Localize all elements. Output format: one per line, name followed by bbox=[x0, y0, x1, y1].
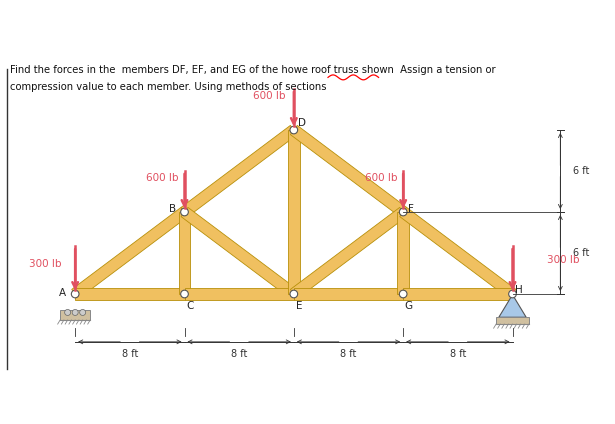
Circle shape bbox=[181, 290, 188, 298]
Text: C: C bbox=[186, 301, 194, 311]
Polygon shape bbox=[181, 126, 297, 217]
Polygon shape bbox=[294, 288, 403, 300]
Bar bbox=[496, 317, 529, 324]
Text: 6 ft: 6 ft bbox=[573, 166, 589, 176]
Text: B: B bbox=[169, 204, 176, 214]
Text: 300 lb: 300 lb bbox=[29, 259, 62, 269]
Text: 8 ft: 8 ft bbox=[450, 349, 466, 359]
Text: Find the forces in the  members DF, EF, and EG of the howe roof truss shown  Ass: Find the forces in the members DF, EF, a… bbox=[10, 65, 495, 75]
Polygon shape bbox=[400, 207, 516, 298]
Polygon shape bbox=[184, 288, 294, 300]
Circle shape bbox=[65, 310, 71, 315]
Text: 8 ft: 8 ft bbox=[122, 349, 138, 359]
Circle shape bbox=[80, 310, 85, 315]
Circle shape bbox=[399, 290, 407, 298]
Text: G: G bbox=[405, 301, 413, 311]
Polygon shape bbox=[290, 207, 407, 298]
Circle shape bbox=[181, 208, 188, 216]
Circle shape bbox=[290, 290, 298, 298]
Circle shape bbox=[72, 310, 78, 315]
Polygon shape bbox=[75, 288, 184, 300]
Circle shape bbox=[509, 290, 517, 298]
Circle shape bbox=[399, 208, 407, 216]
Polygon shape bbox=[403, 288, 512, 300]
Circle shape bbox=[290, 126, 298, 134]
Text: 6 ft: 6 ft bbox=[573, 248, 589, 258]
Text: 600 lb: 600 lb bbox=[146, 173, 179, 183]
Text: D: D bbox=[298, 118, 306, 128]
Text: 8 ft: 8 ft bbox=[231, 349, 247, 359]
Circle shape bbox=[71, 290, 79, 298]
Text: 600 lb: 600 lb bbox=[253, 91, 285, 101]
Polygon shape bbox=[288, 130, 300, 294]
Polygon shape bbox=[72, 207, 188, 298]
Text: H: H bbox=[515, 285, 523, 295]
Polygon shape bbox=[290, 126, 407, 217]
Text: 600 lb: 600 lb bbox=[365, 173, 397, 183]
Bar bbox=[60, 310, 90, 320]
Text: A: A bbox=[59, 287, 66, 298]
Text: 8 ft: 8 ft bbox=[340, 349, 357, 359]
Polygon shape bbox=[499, 295, 526, 317]
Polygon shape bbox=[179, 212, 190, 294]
Polygon shape bbox=[397, 212, 409, 294]
Text: F: F bbox=[408, 204, 415, 214]
Text: 300 lb: 300 lb bbox=[547, 255, 579, 265]
Text: compression value to each member. Using methods of sections: compression value to each member. Using … bbox=[10, 82, 326, 92]
Polygon shape bbox=[181, 207, 297, 298]
Text: E: E bbox=[296, 301, 303, 311]
